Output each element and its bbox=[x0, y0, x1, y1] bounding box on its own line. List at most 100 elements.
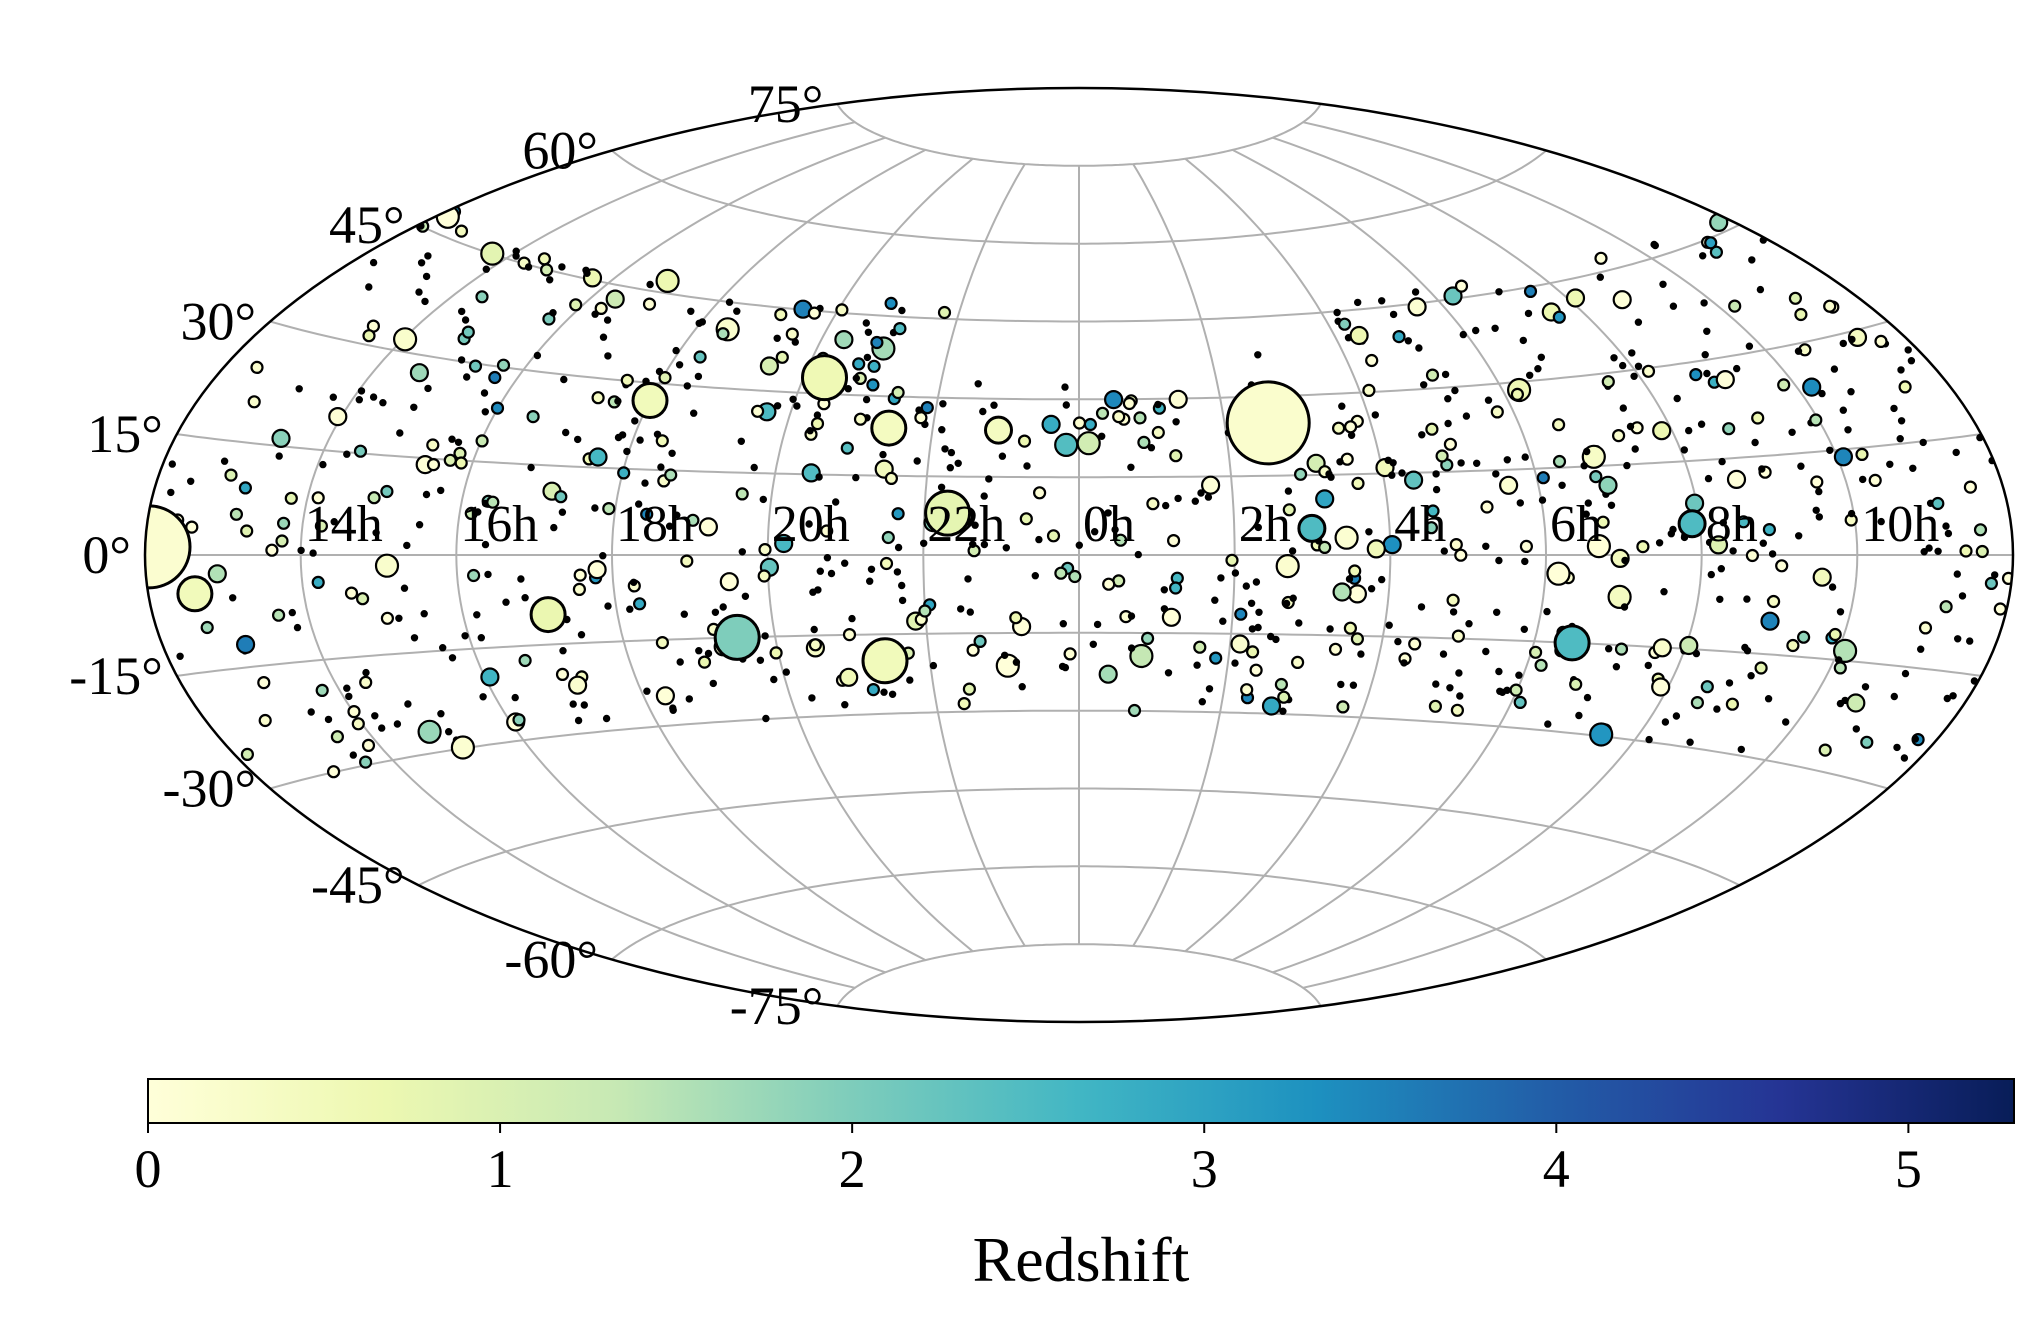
data-point bbox=[422, 272, 431, 281]
data-point bbox=[947, 448, 956, 457]
data-point bbox=[176, 575, 214, 613]
data-point bbox=[1333, 308, 1341, 317]
data-point bbox=[1636, 539, 1650, 554]
data-point bbox=[735, 487, 749, 501]
data-point bbox=[695, 319, 703, 327]
data-point bbox=[236, 634, 256, 655]
data-point bbox=[457, 356, 466, 364]
data-point bbox=[1365, 528, 1373, 536]
data-point bbox=[311, 491, 325, 505]
data-point bbox=[374, 553, 400, 578]
data-point bbox=[1219, 617, 1227, 625]
data-point bbox=[1516, 499, 1525, 507]
colorbar-label: Redshift bbox=[973, 1224, 1190, 1295]
data-point bbox=[683, 382, 692, 390]
data-point bbox=[1385, 621, 1393, 629]
data-point bbox=[1266, 632, 1275, 641]
data-point bbox=[603, 316, 612, 324]
data-point bbox=[1054, 432, 1079, 457]
ra-tick-label: 2h bbox=[1239, 496, 1291, 553]
data-point bbox=[664, 468, 678, 482]
data-point bbox=[655, 686, 676, 706]
data-point bbox=[1389, 310, 1398, 319]
data-point bbox=[1019, 512, 1033, 526]
data-point bbox=[1272, 635, 1280, 644]
data-point bbox=[1847, 388, 1855, 396]
data-point bbox=[435, 204, 460, 229]
data-point bbox=[1492, 470, 1500, 478]
data-point bbox=[1076, 431, 1101, 456]
data-point bbox=[1718, 457, 1726, 466]
data-point bbox=[1993, 602, 2007, 616]
data-point bbox=[1449, 537, 1463, 552]
data-point bbox=[1122, 396, 1137, 411]
ra-tick-label: 8h bbox=[1706, 496, 1758, 553]
data-point bbox=[1651, 241, 1660, 250]
data-point bbox=[1211, 596, 1219, 604]
data-point bbox=[1810, 475, 1824, 489]
data-point bbox=[1722, 422, 1736, 436]
data-point bbox=[1569, 677, 1583, 691]
data-point bbox=[632, 597, 647, 611]
data-point bbox=[809, 588, 817, 596]
data-point bbox=[1551, 418, 1566, 432]
data-point bbox=[694, 372, 703, 381]
data-point bbox=[1690, 695, 1705, 710]
data-point bbox=[1839, 406, 1848, 414]
data-point bbox=[1897, 417, 1906, 425]
data-point bbox=[676, 658, 684, 666]
data-point bbox=[680, 610, 689, 618]
data-point bbox=[1018, 683, 1026, 691]
data-point bbox=[816, 567, 825, 575]
data-point bbox=[220, 457, 229, 465]
data-point bbox=[324, 715, 333, 724]
data-point bbox=[1160, 586, 1169, 594]
data-point bbox=[330, 730, 344, 744]
ra-tick-label: 20h bbox=[772, 496, 850, 553]
dec-tick-label: -75° bbox=[730, 976, 824, 1036]
data-point bbox=[1408, 637, 1422, 651]
data-point bbox=[1959, 544, 1973, 558]
data-point bbox=[1254, 351, 1262, 359]
colorbar-tick-label: 1 bbox=[487, 1139, 514, 1199]
data-point bbox=[1097, 432, 1106, 440]
data-point bbox=[1828, 583, 1837, 591]
data-point bbox=[636, 436, 644, 444]
data-point bbox=[1679, 635, 1699, 656]
data-point bbox=[1524, 309, 1533, 318]
data-point bbox=[240, 747, 254, 762]
data-point bbox=[719, 603, 727, 611]
data-point bbox=[228, 594, 237, 602]
data-point bbox=[378, 724, 386, 732]
data-point bbox=[866, 378, 880, 392]
data-point bbox=[1700, 680, 1714, 694]
data-point bbox=[343, 684, 351, 692]
data-point bbox=[998, 452, 1007, 460]
data-point bbox=[1031, 572, 1040, 580]
data-point bbox=[929, 661, 938, 670]
data-point bbox=[1848, 335, 1856, 344]
data-point bbox=[1351, 476, 1365, 490]
data-point bbox=[1249, 663, 1263, 677]
data-point bbox=[572, 582, 587, 597]
data-point bbox=[1538, 496, 1547, 504]
data-point bbox=[1112, 410, 1126, 424]
data-point bbox=[655, 268, 680, 293]
data-point bbox=[1398, 469, 1406, 477]
data-point bbox=[1898, 380, 1912, 394]
data-point bbox=[1326, 625, 1334, 633]
data-point bbox=[1367, 585, 1376, 593]
data-point bbox=[1919, 438, 1927, 447]
data-point bbox=[372, 529, 380, 537]
data-point bbox=[1900, 754, 1909, 762]
data-point bbox=[1748, 256, 1756, 264]
data-point bbox=[480, 241, 505, 266]
data-point bbox=[1424, 521, 1439, 535]
data-point bbox=[490, 401, 505, 415]
data-point bbox=[1231, 659, 1239, 667]
ra-tick-labels: 14h 16h 18h 20h 22h 0h 2h 4h 6h 8h 10h bbox=[305, 496, 1940, 553]
dec-tick-label: 15° bbox=[87, 404, 163, 464]
data-point bbox=[898, 306, 906, 315]
data-point bbox=[1630, 372, 1638, 380]
data-point bbox=[1465, 620, 1473, 628]
